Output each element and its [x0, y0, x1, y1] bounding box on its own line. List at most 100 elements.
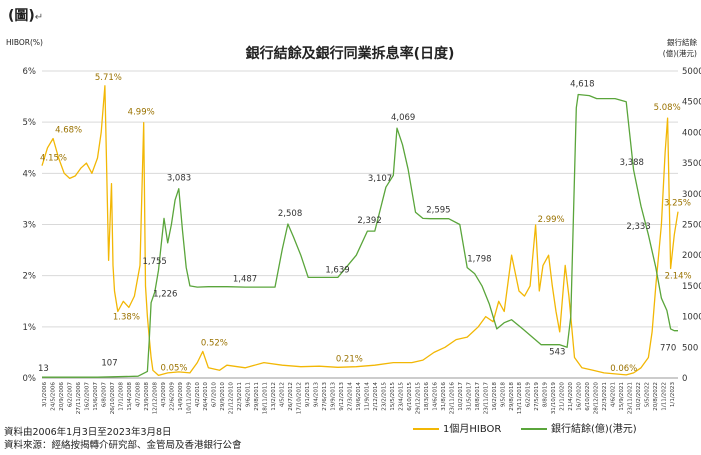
- x-tick-label: 8/8/2019: [543, 382, 549, 408]
- right-tick-label: 0: [682, 374, 687, 384]
- x-tick-label: 22/3/2011: [237, 382, 243, 411]
- x-tick-label: 21/1/2020: [560, 382, 566, 411]
- x-tick-label: 21/12/2010: [229, 382, 235, 415]
- x-tick-label: 31/8/2016: [441, 382, 447, 411]
- data-label: 543: [549, 348, 565, 358]
- x-tick-label: 16/2/2018: [492, 382, 498, 411]
- x-tick-label: 15/6/2007: [93, 382, 99, 411]
- x-tick-label: 19/6/2014: [356, 382, 362, 411]
- x-tick-label: 9/5/2018: [500, 382, 506, 408]
- x-tick-label: 20/8/2022: [653, 382, 659, 411]
- left-tick-label: 3%: [23, 221, 37, 231]
- right-tick-label: 1000: [682, 313, 701, 323]
- x-tick-label: 10/2/2022: [636, 382, 642, 411]
- x-tick-label: 16/7/2020: [577, 382, 583, 411]
- x-tick-label: 13/2/2012: [271, 382, 277, 411]
- data-label: 1,639: [325, 265, 349, 275]
- data-label: 1,798: [467, 255, 491, 265]
- x-tick-label: 29/8/2011: [254, 382, 260, 411]
- right-tick-label: 2500: [682, 221, 701, 231]
- x-tick-label: 31/10/2019: [551, 382, 557, 415]
- x-tick-label: 23/9/2008: [144, 382, 150, 411]
- x-tick-label: 13/11/2018: [517, 382, 523, 415]
- data-label: 5.71%: [95, 73, 122, 83]
- data-label: 3,388: [620, 158, 644, 168]
- left-axis-title: HIBOR(%): [6, 38, 43, 47]
- data-label: 4.15%: [40, 154, 67, 164]
- left-tick-label: 5%: [23, 118, 37, 128]
- data-label: 2,508: [278, 209, 302, 219]
- data-label: 1.38%: [113, 312, 140, 322]
- x-tick-label: 5/5/2022: [645, 382, 651, 407]
- data-label: 107: [101, 358, 117, 368]
- x-tick-label: 1/11/2022: [662, 382, 668, 411]
- x-tick-label: 16/2/2007: [84, 382, 90, 411]
- data-label: 1,226: [153, 290, 177, 300]
- x-tick-label: 4/7/2008: [135, 382, 141, 408]
- paragraph-mark: ↵: [34, 12, 44, 23]
- x-tick-label: 20/9/2006: [59, 382, 65, 411]
- right-axis-title-line2: (億)(港元): [663, 48, 697, 58]
- data-label: 13: [38, 364, 49, 374]
- x-tick-label: 6/2/2019: [526, 382, 532, 408]
- chart-title: 銀行結餘及銀行同業拆息率(日度): [246, 45, 455, 62]
- caption-text: (圖): [8, 8, 35, 24]
- data-label: 3.25%: [664, 199, 691, 209]
- left-tick-label: 4%: [23, 169, 37, 179]
- data-label: 0.52%: [201, 338, 228, 348]
- x-tick-label: 11/9/2014: [364, 382, 370, 411]
- x-tick-label: 9/12/2013: [339, 382, 345, 411]
- x-tick-label: 18/11/2011: [263, 382, 269, 415]
- x-tick-label: 27/11/2006: [76, 382, 82, 415]
- x-tick-label: 9/4/2013: [314, 382, 320, 408]
- x-tick-label: 4/6/2021: [611, 382, 617, 408]
- x-tick-label: 17/1/2008: [118, 382, 124, 411]
- x-tick-label: 2/12/2014: [373, 382, 379, 411]
- left-tick-label: 0%: [23, 374, 37, 384]
- x-tick-label: 15/5/2015: [390, 382, 396, 411]
- left-tick-label: 2%: [23, 272, 37, 282]
- x-tick-label: 23/11/2021: [628, 382, 634, 415]
- x-tick-label: 10/2/2017: [458, 382, 464, 411]
- data-label: 0.05%: [160, 363, 187, 373]
- legend-label-bank-balance: 銀行結餘(億)(港元): [551, 422, 637, 435]
- x-tick-label: 22/3/2021: [602, 382, 608, 411]
- right-axis-title-line1: 銀行結餘: [667, 37, 697, 47]
- right-tick-label: 5000: [682, 67, 701, 77]
- x-tick-label: 18/8/2017: [475, 382, 481, 411]
- x-tick-label: 21/4/2020: [568, 382, 574, 411]
- x-tick-label: 6/8/2007: [101, 382, 107, 408]
- x-tick-label: 6/2/2007: [67, 382, 73, 408]
- x-tick-label: 9/6/2011: [246, 382, 252, 408]
- data-label: 1,755: [142, 257, 166, 267]
- data-label: 4,069: [391, 113, 415, 123]
- data-label: 0.06%: [610, 364, 637, 374]
- data-label: 770: [660, 344, 676, 354]
- x-tick-label: 27/6/2013: [322, 382, 328, 411]
- x-tick-label: 29/12/2015: [415, 382, 421, 415]
- data-label: 2,595: [426, 206, 450, 216]
- data-label: 2,392: [357, 216, 381, 226]
- x-tick-label: 26/7/2012: [288, 382, 294, 411]
- footnote-period: 資料由2006年1月3日至2023年3月8日: [4, 427, 172, 438]
- right-tick-label: 3000: [682, 190, 701, 200]
- left-tick-label: 6%: [23, 67, 37, 77]
- data-label: 0.21%: [336, 354, 363, 364]
- x-tick-label: 23/11/2017: [483, 382, 489, 415]
- right-tick-label: 1500: [682, 282, 701, 292]
- x-tick-label: 18/3/2016: [424, 382, 430, 411]
- x-tick-label: 27/3/2014: [348, 382, 354, 411]
- x-tick-label: 23/2/2015: [381, 382, 387, 411]
- series-line-hibor: [41, 85, 679, 377]
- x-tick-label: 10/11/2009: [186, 382, 192, 415]
- x-tick-label: 26/4/2010: [203, 382, 209, 411]
- right-tick-label: 4000: [682, 128, 701, 138]
- x-tick-label: 6/7/2010: [212, 382, 218, 408]
- data-label: 1,487: [233, 275, 257, 285]
- x-tick-label: 31/5/2017: [466, 382, 472, 411]
- x-tick-label: 26/10/2007: [110, 382, 116, 415]
- series-line-bank-balance: [42, 93, 678, 378]
- x-tick-label: 27/5/2019: [534, 382, 540, 411]
- x-tick-label: 1/1/2023: [670, 382, 676, 408]
- x-tick-label: 9/1/2013: [305, 382, 311, 408]
